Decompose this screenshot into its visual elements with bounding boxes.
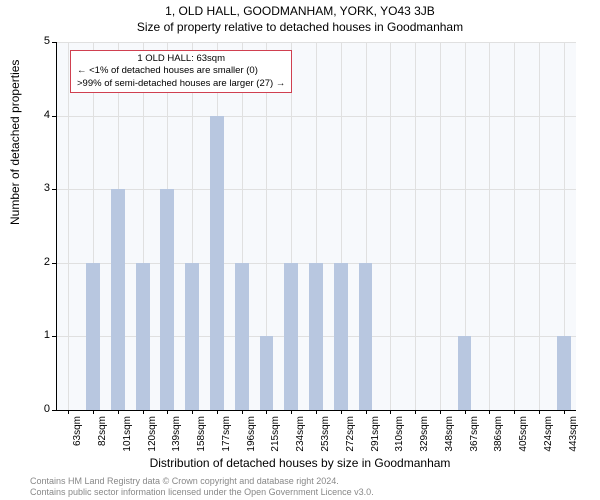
x-tick-label: 272sqm bbox=[345, 416, 356, 460]
bar bbox=[334, 263, 348, 410]
footer-line: Contains public sector information licen… bbox=[30, 487, 374, 498]
annotation-line: 1 OLD HALL: 63sqm bbox=[77, 53, 285, 65]
x-tick-label: 310sqm bbox=[394, 416, 405, 460]
bar bbox=[359, 263, 373, 410]
gridline-v bbox=[514, 42, 515, 410]
x-tick-label: 234sqm bbox=[295, 416, 306, 460]
chart-plot-area: 1 OLD HALL: 63sqm← <1% of detached house… bbox=[56, 42, 576, 410]
bar bbox=[557, 336, 571, 410]
y-axis-label: Number of detached properties bbox=[8, 60, 22, 225]
x-tick-label: 367sqm bbox=[469, 416, 480, 460]
gridline-v bbox=[415, 42, 416, 410]
gridline-v bbox=[489, 42, 490, 410]
bar bbox=[284, 263, 298, 410]
chart-subtitle: Size of property relative to detached ho… bbox=[0, 20, 600, 34]
x-tick-label: 253sqm bbox=[320, 416, 331, 460]
x-tick-label: 63sqm bbox=[72, 416, 83, 460]
x-tick-label: 329sqm bbox=[419, 416, 430, 460]
x-tick-label: 424sqm bbox=[543, 416, 554, 460]
x-tick-label: 177sqm bbox=[221, 416, 232, 460]
x-axis bbox=[56, 410, 576, 411]
x-tick-label: 158sqm bbox=[196, 416, 207, 460]
bar bbox=[309, 263, 323, 410]
y-tick-label: 1 bbox=[30, 329, 50, 341]
y-axis bbox=[56, 42, 57, 410]
x-tick-label: 101sqm bbox=[122, 416, 133, 460]
gridline-v bbox=[440, 42, 441, 410]
bar bbox=[86, 263, 100, 410]
bar bbox=[136, 263, 150, 410]
y-tick-label: 0 bbox=[30, 403, 50, 415]
bar bbox=[111, 189, 125, 410]
x-tick-label: 348sqm bbox=[444, 416, 455, 460]
gridline-v bbox=[539, 42, 540, 410]
bar bbox=[260, 336, 274, 410]
gridline-v bbox=[68, 42, 69, 410]
x-tick-label: 82sqm bbox=[97, 416, 108, 460]
attribution-footer: Contains HM Land Registry data © Crown c… bbox=[30, 476, 374, 498]
x-tick-label: 405sqm bbox=[518, 416, 529, 460]
x-tick-label: 386sqm bbox=[493, 416, 504, 460]
annotation-box: 1 OLD HALL: 63sqm← <1% of detached house… bbox=[70, 50, 292, 93]
bar bbox=[160, 189, 174, 410]
annotation-line: ← <1% of detached houses are smaller (0) bbox=[77, 65, 285, 77]
gridline-v bbox=[390, 42, 391, 410]
y-tick-label: 3 bbox=[30, 182, 50, 194]
y-tick-label: 4 bbox=[30, 109, 50, 121]
x-tick-label: 120sqm bbox=[147, 416, 158, 460]
annotation-line: >99% of semi-detached houses are larger … bbox=[77, 78, 285, 90]
x-tick-label: 196sqm bbox=[246, 416, 257, 460]
x-tick-label: 291sqm bbox=[370, 416, 381, 460]
footer-line: Contains HM Land Registry data © Crown c… bbox=[30, 476, 374, 487]
bar bbox=[458, 336, 472, 410]
bar bbox=[235, 263, 249, 410]
y-tick-label: 2 bbox=[30, 256, 50, 268]
page-title: 1, OLD HALL, GOODMANHAM, YORK, YO43 3JB bbox=[0, 4, 600, 18]
x-tick-label: 215sqm bbox=[270, 416, 281, 460]
bar bbox=[185, 263, 199, 410]
x-tick-label: 139sqm bbox=[171, 416, 182, 460]
bar bbox=[210, 116, 224, 410]
y-tick-label: 5 bbox=[30, 35, 50, 47]
x-tick-label: 443sqm bbox=[568, 416, 579, 460]
